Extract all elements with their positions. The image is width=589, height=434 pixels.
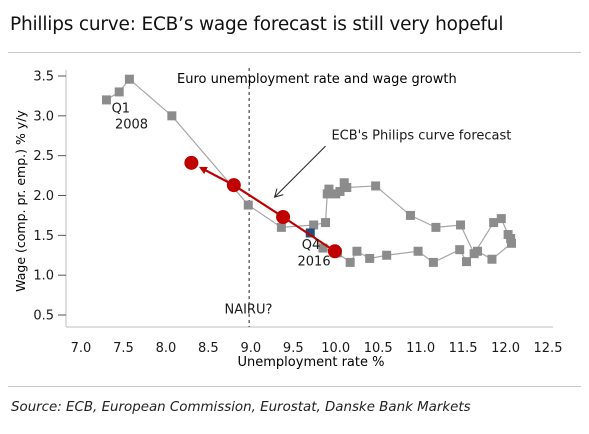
chart-title: Euro unemployment rate and wage growth bbox=[177, 72, 457, 87]
observed-point bbox=[496, 214, 506, 224]
observed-point bbox=[506, 238, 516, 248]
x-tick-label: 11.5 bbox=[449, 341, 478, 356]
callout-arrow bbox=[275, 145, 326, 197]
annotation-label: Q1 bbox=[112, 102, 131, 117]
observed-point bbox=[345, 257, 355, 267]
forecast-point bbox=[226, 178, 241, 193]
y-tick-label: 1.0 bbox=[33, 269, 54, 284]
observed-point bbox=[365, 253, 375, 263]
observed-point bbox=[489, 218, 499, 228]
observed-point bbox=[456, 220, 466, 230]
observed-point bbox=[382, 250, 392, 260]
observed-point bbox=[342, 183, 352, 193]
title-divider bbox=[8, 52, 581, 53]
annotation-label: NAIRU? bbox=[224, 302, 272, 317]
x-tick-label: 7.5 bbox=[113, 341, 134, 356]
x-tick-label: 10.0 bbox=[321, 341, 350, 356]
observed-point bbox=[431, 222, 441, 232]
page-title: Phillips curve: ECB’s wage forecast is s… bbox=[10, 14, 504, 35]
observed-point bbox=[461, 257, 471, 267]
observed-point bbox=[352, 246, 362, 256]
latest-point bbox=[305, 228, 315, 238]
observed-point bbox=[487, 254, 497, 264]
x-axis-label: Unemployment rate % bbox=[238, 355, 385, 370]
x-tick-label: 10.5 bbox=[364, 341, 393, 356]
x-tick-label: 12.5 bbox=[534, 341, 563, 356]
observed-point bbox=[339, 178, 349, 188]
y-tick-label: 3.0 bbox=[33, 109, 54, 124]
x-tick-label: 11.0 bbox=[406, 341, 435, 356]
y-tick-label: 3.5 bbox=[33, 70, 54, 85]
forecast-point bbox=[184, 155, 199, 170]
observed-point bbox=[473, 246, 483, 256]
source-divider bbox=[8, 386, 581, 387]
observed-point bbox=[321, 218, 331, 228]
observed-point bbox=[506, 234, 516, 244]
x-tick-label: 9.0 bbox=[240, 341, 261, 356]
y-tick-label: 1.5 bbox=[33, 229, 54, 244]
y-tick-label: 0.5 bbox=[33, 309, 54, 324]
observed-point bbox=[371, 181, 381, 191]
forecast-point bbox=[327, 244, 342, 259]
observed-point bbox=[309, 220, 319, 230]
annotation-label: 2016 bbox=[298, 255, 331, 270]
observed-point bbox=[428, 257, 438, 267]
observed-point bbox=[167, 111, 177, 121]
y-tick-label: 2.0 bbox=[33, 189, 54, 204]
observed-point bbox=[324, 184, 334, 194]
observed-point bbox=[405, 210, 415, 220]
forecast-line bbox=[198, 166, 336, 253]
source-note: Source: ECB, European Commission, Eurost… bbox=[11, 400, 471, 415]
annotation-label: Q4 bbox=[302, 238, 321, 253]
x-tick-label: 8.0 bbox=[156, 341, 177, 356]
annotation-label: ECB's Philips curve forecast bbox=[331, 129, 511, 144]
observed-point bbox=[124, 74, 134, 84]
observed-point bbox=[322, 189, 332, 199]
observed-point bbox=[318, 243, 328, 253]
y-tick-label: 2.5 bbox=[33, 149, 54, 164]
observed-point bbox=[114, 87, 124, 97]
forecast-point bbox=[276, 210, 291, 225]
x-tick-label: 8.5 bbox=[198, 341, 219, 356]
observed-point bbox=[276, 222, 286, 232]
y-axis-label: Wage (comp. pr. emp.) % y/y bbox=[13, 110, 28, 292]
observed-point bbox=[243, 200, 253, 210]
annotation-label: 2008 bbox=[115, 118, 148, 133]
observed-point bbox=[335, 187, 345, 197]
observed-point bbox=[101, 95, 111, 105]
observed-point bbox=[413, 246, 423, 256]
x-tick-label: 7.0 bbox=[71, 341, 92, 356]
x-tick-label: 12.0 bbox=[491, 341, 520, 356]
observed-point bbox=[455, 245, 465, 255]
x-tick-label: 9.5 bbox=[283, 341, 304, 356]
